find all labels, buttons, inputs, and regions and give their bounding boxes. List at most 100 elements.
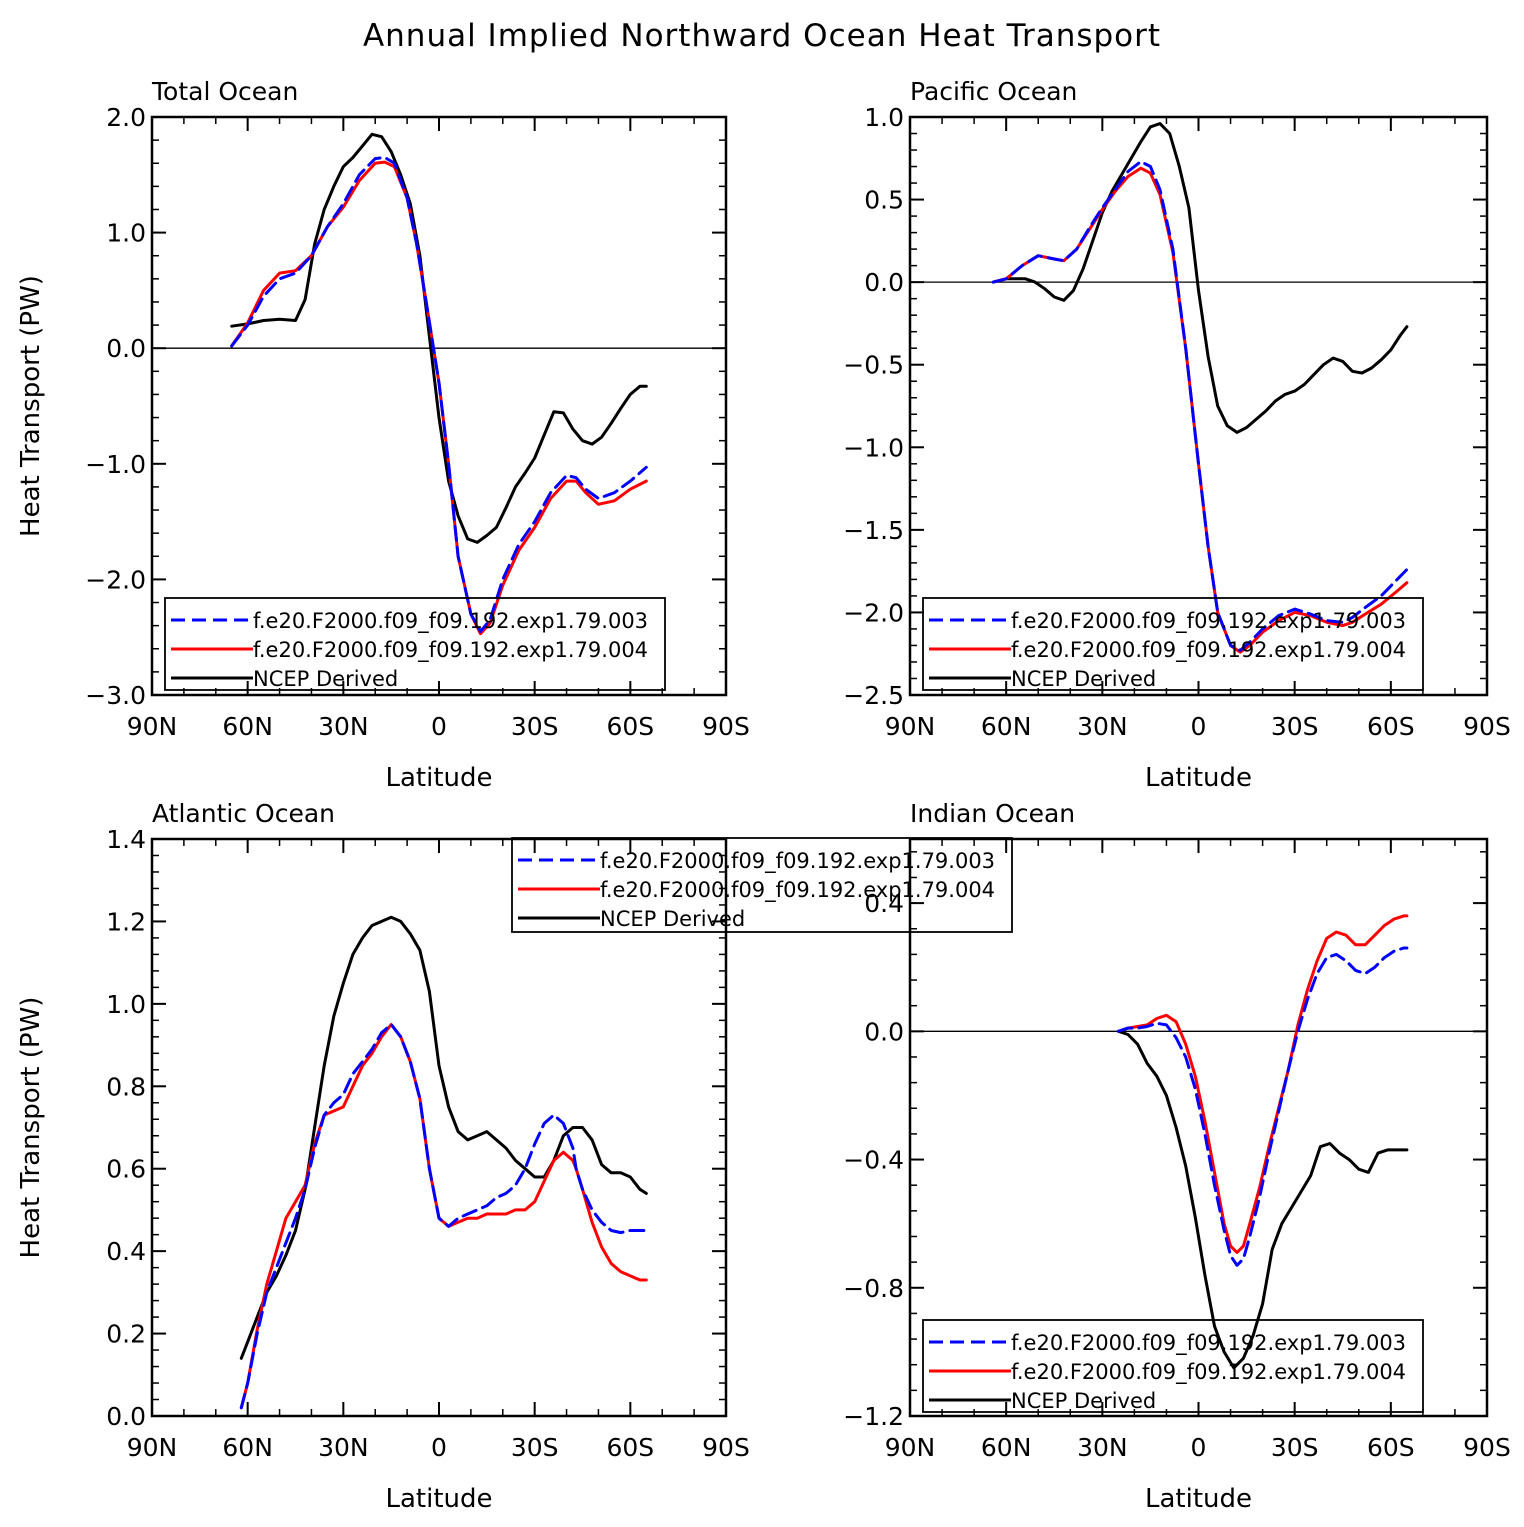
x-tick-label: 30N bbox=[318, 712, 369, 741]
panel-title: Total Ocean bbox=[151, 77, 298, 106]
x-tick-label: 30S bbox=[1271, 712, 1319, 741]
y-axis-label: Heat Transport (PW) bbox=[16, 997, 46, 1259]
x-tick-label: 30S bbox=[1271, 1433, 1319, 1462]
legend-label: NCEP Derived bbox=[1011, 1389, 1156, 1413]
x-tick-label: 30N bbox=[1077, 1433, 1128, 1462]
y-tick-label: 1.0 bbox=[106, 990, 146, 1019]
x-tick-label: 60S bbox=[1367, 1433, 1415, 1462]
x-tick-label: 90S bbox=[1463, 1433, 1511, 1462]
x-axis-label: Latitude bbox=[385, 763, 492, 793]
series-line-exp003 bbox=[991, 160, 1409, 652]
y-tick-label: 2.0 bbox=[106, 103, 146, 132]
x-tick-label: 60S bbox=[1367, 712, 1415, 741]
x-tick-label: 90S bbox=[1463, 712, 1511, 741]
y-tick-label: 1.0 bbox=[864, 103, 904, 132]
series-line-exp003 bbox=[230, 156, 648, 633]
panel-title: Pacific Ocean bbox=[910, 77, 1077, 106]
y-tick-label: −1.5 bbox=[843, 516, 904, 545]
y-tick-label: 0.4 bbox=[864, 889, 904, 918]
x-tick-label: 0 bbox=[1191, 712, 1207, 741]
legend-box bbox=[922, 597, 1424, 691]
figure-title: Annual Implied Northward Ocean Heat Tran… bbox=[363, 18, 1161, 54]
y-tick-label: −3.0 bbox=[85, 681, 146, 710]
x-tick-label: 0 bbox=[1191, 1433, 1207, 1462]
x-tick-label: 60N bbox=[981, 712, 1032, 741]
y-tick-label: 0.0 bbox=[864, 268, 904, 297]
legend-label: f.e20.F2000.f09_f09.192.exp1.79.003 bbox=[600, 849, 995, 874]
legend-label: f.e20.F2000.f09_f09.192.exp1.79.003 bbox=[1011, 609, 1406, 634]
x-tick-label: 60S bbox=[606, 1433, 654, 1462]
legend-label: f.e20.F2000.f09_f09.192.exp1.79.004 bbox=[253, 638, 648, 663]
x-tick-label: 30N bbox=[318, 1433, 369, 1462]
x-axis-label: Latitude bbox=[1145, 1484, 1252, 1514]
x-tick-label: 60N bbox=[981, 1433, 1032, 1462]
y-tick-label: 0.5 bbox=[864, 186, 904, 215]
x-tick-label: 30N bbox=[1077, 712, 1128, 741]
y-tick-label: −0.5 bbox=[843, 351, 904, 380]
y-tick-label: 1.4 bbox=[106, 825, 146, 854]
panel-title: Indian Ocean bbox=[910, 799, 1075, 828]
y-tick-label: 0.0 bbox=[106, 1402, 146, 1431]
series-line-exp004 bbox=[1116, 914, 1409, 1254]
legend-box bbox=[511, 837, 1013, 933]
legend: f.e20.F2000.f09_f09.192.exp1.79.003 f.e20… bbox=[511, 837, 1013, 933]
legend-label: f.e20.F2000.f09_f09.192.exp1.79.004 bbox=[1011, 1360, 1406, 1385]
y-tick-label: −0.8 bbox=[843, 1274, 904, 1303]
y-tick-label: 0.2 bbox=[106, 1320, 146, 1349]
y-tick-label: −1.2 bbox=[843, 1402, 904, 1431]
y-tick-label: −2.0 bbox=[85, 565, 146, 594]
y-tick-label: 0.4 bbox=[106, 1237, 146, 1266]
x-tick-label: 60S bbox=[606, 712, 654, 741]
panels-group: 90N 60N 30N 0 30S 60S 90S 2.0 1.0 0.0 −1.0 −2.0 −3.0… bbox=[16, 77, 1511, 1514]
x-tick-label: 90S bbox=[702, 1433, 750, 1462]
x-tick-label: 90S bbox=[702, 712, 750, 741]
y-tick-label: 0.0 bbox=[106, 334, 146, 363]
series-line-ncep bbox=[1116, 1029, 1409, 1370]
y-tick-label: 0.8 bbox=[106, 1072, 146, 1101]
x-tick-label: 0 bbox=[431, 1433, 447, 1462]
series-line-exp003 bbox=[239, 1023, 648, 1410]
legend-label: NCEP Derived bbox=[253, 667, 398, 691]
y-tick-label: −1.0 bbox=[85, 450, 146, 479]
x-tick-label: 30S bbox=[511, 1433, 559, 1462]
y-tick-label: −0.4 bbox=[843, 1146, 904, 1175]
series-line-ncep bbox=[991, 122, 1409, 434]
panel-atlantic-ocean: 90N 60N 30N 0 30S 60S 90S 1.4 1.2 1.0 0.8 0.6 0.4 0.2… bbox=[16, 799, 1013, 1514]
legend-label: f.e20.F2000.f09_f09.192.exp1.79.004 bbox=[1011, 638, 1406, 663]
panel-pacific-ocean: 90N 60N 30N 0 30S 60S 90S 1.0 0.5 0.0 −0.5 −1.0 −1.5… bbox=[843, 77, 1511, 793]
x-tick-label: 90N bbox=[127, 712, 178, 741]
y-tick-label: 0.0 bbox=[864, 1017, 904, 1046]
y-tick-label: 0.6 bbox=[106, 1155, 146, 1184]
x-axis-label: Latitude bbox=[1145, 763, 1252, 793]
y-tick-label: −2.0 bbox=[843, 598, 904, 627]
legend: f.e20.F2000.f09_f09.192.exp1.79.003 f.e20… bbox=[922, 597, 1424, 691]
legend-box bbox=[164, 597, 666, 691]
x-axis-label: Latitude bbox=[385, 1484, 492, 1514]
x-tick-label: 60N bbox=[222, 1433, 273, 1462]
legend-label: NCEP Derived bbox=[1011, 667, 1156, 691]
legend-box bbox=[922, 1319, 1424, 1413]
legend-label: f.e20.F2000.f09_f09.192.exp1.79.003 bbox=[253, 609, 648, 634]
x-tick-label: 60N bbox=[222, 712, 273, 741]
x-tick-label: 90N bbox=[885, 712, 936, 741]
legend-label: f.e20.F2000.f09_f09.192.exp1.79.004 bbox=[600, 878, 995, 903]
panel-total-ocean: 90N 60N 30N 0 30S 60S 90S 2.0 1.0 0.0 −1.0 −2.0 −3.0… bbox=[16, 77, 750, 793]
y-tick-label: 1.2 bbox=[106, 907, 146, 936]
legend-label: NCEP Derived bbox=[600, 907, 745, 931]
series-line-exp003 bbox=[1116, 946, 1409, 1267]
y-tick-label: 1.0 bbox=[106, 219, 146, 248]
legend: f.e20.F2000.f09_f09.192.exp1.79.003 f.e20… bbox=[164, 597, 666, 691]
y-tick-label: −1.0 bbox=[843, 433, 904, 462]
y-axis-label: Heat Transport (PW) bbox=[16, 275, 46, 537]
legend-label: f.e20.F2000.f09_f09.192.exp1.79.003 bbox=[1011, 1331, 1406, 1356]
panel-title: Atlantic Ocean bbox=[152, 799, 335, 828]
x-tick-label: 0 bbox=[431, 712, 447, 741]
panel-indian-ocean: 90N 60N 30N 0 30S 60S 90S 0.4 0.0 −0.4 −0.8 −1.2 Ind… bbox=[843, 799, 1511, 1514]
x-tick-label: 90N bbox=[885, 1433, 936, 1462]
y-tick-label: −2.5 bbox=[843, 681, 904, 710]
x-tick-label: 30S bbox=[511, 712, 559, 741]
legend: f.e20.F2000.f09_f09.192.exp1.79.003 f.e20… bbox=[922, 1319, 1424, 1413]
x-tick-label: 90N bbox=[127, 1433, 178, 1462]
